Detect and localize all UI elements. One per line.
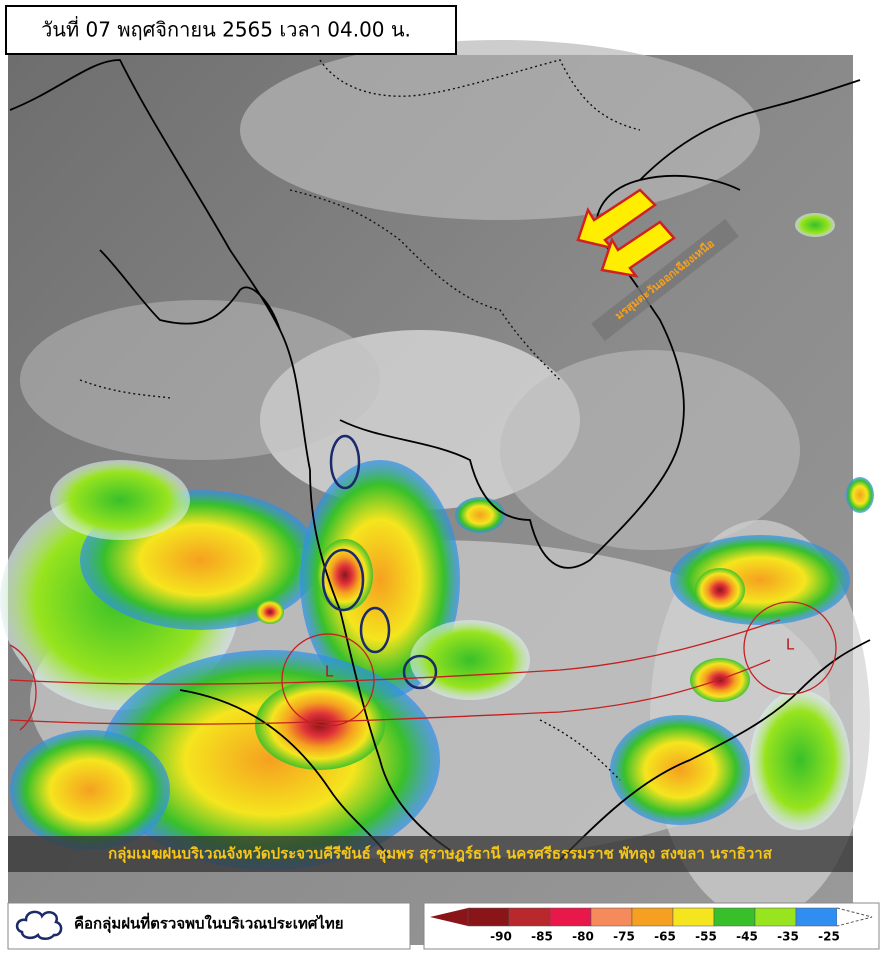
legend-box [7,902,411,950]
colorbar-cell [508,907,551,927]
colorbar-cell [713,907,756,927]
borders [79,59,641,781]
banner-box [8,836,853,872]
colorbar-cell [754,907,797,927]
rain-outlines [321,434,438,690]
colorbar-tick-label: -75 [613,930,635,944]
coastlines [9,59,871,861]
colorbar-tick-label: -35 [777,930,799,944]
colorbar: -90 -85 -80 -75 -65 -55 -45 -35 -25 [430,907,873,944]
banner-text: กลุ่มเมฆฝนบริเวณจังหวัดประจวบคีรีขันธ์ ช… [108,845,773,864]
legend-text: คือกลุ่มฝนที่ตรวจพบในบริเวณประเทศไทย [74,913,344,934]
colorbar-tick-label: -65 [654,930,676,944]
colorbar-arrow [430,908,468,926]
title-box [5,5,457,55]
colorbar-cell [467,907,510,927]
colorbar-end [836,907,873,927]
colorbar-tick-label: -25 [818,930,840,944]
colorbar-cell [672,907,715,927]
rain-icon [15,910,63,940]
colorbar-tick-label: -55 [695,930,717,944]
colorbar-cell [631,907,674,927]
colorbar-tick-label: -85 [531,930,553,944]
colorbar-cell [590,907,633,927]
trough [9,601,837,731]
monsoon-arrows [576,188,676,278]
satellite-image [0,40,874,945]
colorbar-tick-label: -90 [490,930,512,944]
low-label: L [325,663,334,681]
colorbar-cell [795,907,838,927]
colorbar-tick-label: -80 [572,930,594,944]
title: วันที่ 07 พฤศจิกายน 2565 เวลา 04.00 น. [41,16,411,42]
low-label: L [786,636,795,654]
colorbar-tick-label: -45 [736,930,758,944]
colorbar-cell [549,907,592,927]
